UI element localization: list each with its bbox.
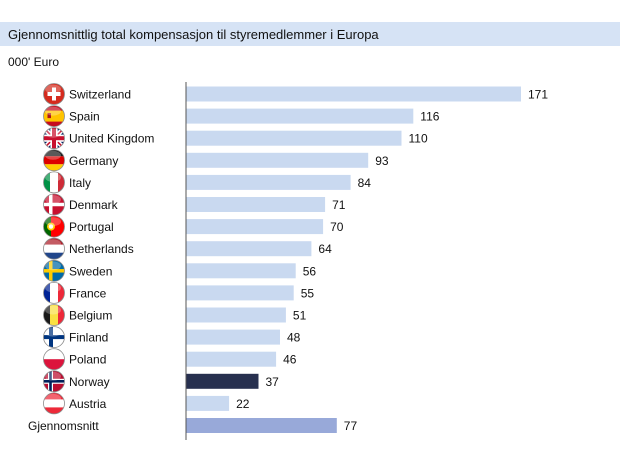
value-label-poland: 46 [283, 353, 297, 367]
category-label-sweden: Sweden [69, 264, 112, 278]
value-label-united-kingdom: 110 [409, 132, 428, 146]
category-label-austria: Austria [69, 397, 107, 411]
flags-layer [43, 83, 65, 415]
category-label-poland: Poland [69, 353, 106, 367]
austria-flag-icon [43, 392, 65, 415]
category-label-belgium: Belgium [69, 309, 112, 323]
bar-germany [186, 152, 369, 168]
value-label-germany: 93 [375, 154, 389, 168]
netherlands-flag-icon [43, 237, 65, 260]
bar-norway [186, 373, 259, 389]
bar-poland [186, 351, 277, 367]
category-label-netherlands: Netherlands [69, 242, 134, 256]
category-label-finland: Finland [69, 331, 108, 345]
sweden-flag-icon [43, 259, 65, 282]
value-label-austria: 22 [236, 397, 250, 411]
spain-flag-icon [43, 105, 65, 127]
value-label-belgium: 51 [293, 309, 307, 323]
bar-finland [186, 329, 280, 345]
italy-flag-icon [43, 171, 65, 194]
chart-title: Gjennomsnittlig total kompensasjon til s… [8, 27, 379, 42]
category-label-germany: Germany [69, 154, 118, 168]
unit-label: 000' Euro [8, 55, 59, 69]
value-label-switzerland: 171 [528, 88, 548, 102]
bar-sweden [186, 263, 296, 279]
category-label-france: France [69, 286, 107, 300]
category-label-italy: Italy [69, 176, 91, 190]
finland-flag-icon [43, 326, 65, 349]
poland-flag-icon [43, 348, 65, 371]
value-label-netherlands: 64 [318, 242, 332, 256]
bar-austria [186, 395, 230, 411]
category-label-gjennomsnitt: Gjennomsnitt [28, 419, 99, 433]
category-label-switzerland: Switzerland [69, 88, 131, 102]
value-label-italy: 84 [358, 176, 372, 190]
value-label-france: 55 [301, 286, 315, 300]
bars-layer [186, 86, 521, 433]
bar-italy [186, 174, 351, 190]
value-label-denmark: 71 [332, 198, 346, 212]
bar-united-kingdom [186, 130, 402, 146]
category-label-spain: Spain [69, 110, 100, 124]
bar-portugal [186, 219, 324, 235]
labels-layer: 171 Switzerland 116 Spain 110 United Kingdom 9… [28, 88, 548, 434]
bar-france [186, 285, 294, 301]
bar-gjennomsnitt [186, 418, 337, 433]
norway-flag-icon [43, 370, 65, 393]
category-label-norway: Norway [69, 375, 110, 389]
value-label-finland: 48 [287, 331, 301, 345]
value-label-spain: 116 [420, 110, 439, 124]
france-flag-icon [43, 281, 65, 304]
category-label-denmark: Denmark [69, 198, 119, 212]
bar-spain [186, 108, 414, 124]
belgium-flag-icon [43, 304, 65, 326]
germany-flag-icon [43, 149, 65, 172]
category-label-united-kingdom: United Kingdom [69, 132, 154, 146]
bar-belgium [186, 307, 286, 323]
value-label-portugal: 70 [330, 220, 344, 234]
bar-denmark [186, 197, 326, 212]
category-label-portugal: Portugal [69, 220, 114, 234]
value-label-norway: 37 [266, 375, 280, 389]
bar-netherlands [186, 241, 312, 257]
united-kingdom-flag-icon [43, 127, 65, 150]
denmark-flag-icon [43, 193, 65, 216]
value-label-gjennomsnitt: 77 [344, 419, 358, 433]
value-label-sweden: 56 [303, 264, 317, 278]
title-band [0, 22, 620, 46]
portugal-flag-icon [43, 215, 65, 238]
switzerland-flag-icon [43, 83, 65, 105]
bar-switzerland [186, 86, 521, 102]
